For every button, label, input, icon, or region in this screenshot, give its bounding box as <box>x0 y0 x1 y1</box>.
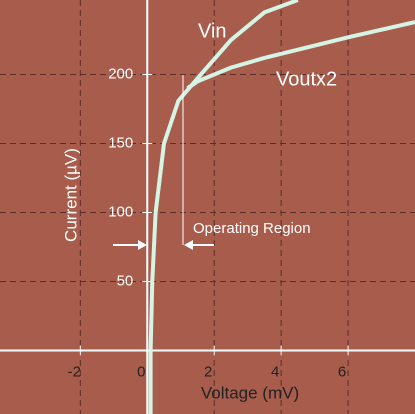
x-axis-label: Voltage (mV) <box>201 383 299 402</box>
x-tick-label: 2 <box>204 363 212 380</box>
x-tick-label: 4 <box>271 363 279 380</box>
y-tick-label: 50 <box>117 272 134 289</box>
chart: -2 0 2 4 6 50 100 150 200 Operating Region Volta… <box>0 0 415 414</box>
x-tick-label: 0 <box>137 363 145 380</box>
y-axis-label: Current (µV) <box>61 148 80 242</box>
y-tick-label: 100 <box>108 203 133 220</box>
y-tick-label: 200 <box>108 65 133 82</box>
x-tick-label: -2 <box>68 363 81 380</box>
x-tick-label: 6 <box>338 363 346 380</box>
series-label: Voutx2 <box>276 68 337 90</box>
series-label: Vin <box>198 20 227 42</box>
y-tick-label: 150 <box>108 134 133 151</box>
page: -2 0 2 4 6 50 100 150 200 Operating Region Volta… <box>0 0 415 414</box>
annotation: Operating Region <box>193 220 311 237</box>
